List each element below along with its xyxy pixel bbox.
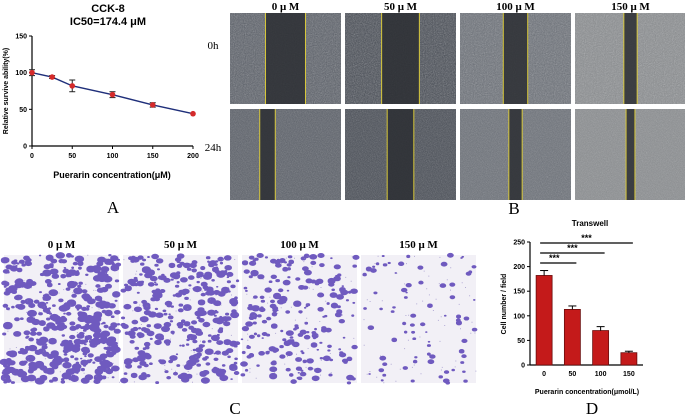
panel-b-wound-healing: 0 μ M 50 μ M 100 μ M 150 μ M 0h 24h B (205, 1, 685, 218)
y-tick-label: 150 (15, 34, 27, 41)
data-point (29, 69, 35, 76)
y-tick-label: 50 (19, 107, 27, 114)
data-point (109, 91, 116, 98)
wound-image (575, 13, 685, 104)
wound-gap (387, 109, 414, 200)
transwell-image (120, 253, 241, 385)
y-axis-label: Relative survive ability(%) (3, 48, 10, 134)
column-label: 100 μ M (496, 1, 535, 13)
wound-gap (626, 109, 635, 200)
stained-cells (240, 252, 360, 385)
bar (620, 352, 638, 366)
column-label: 100 μ M (280, 239, 319, 251)
data-point (190, 110, 196, 117)
y-tick-label: 0 (521, 363, 525, 370)
x-tick-label: 100 (107, 153, 119, 160)
x-tick-label: 50 (568, 371, 576, 378)
transwell-image (240, 252, 360, 385)
wound-image (460, 13, 571, 104)
panel-label-c: C (229, 399, 240, 417)
x-axis-label: Puerarin concentration(μM) (53, 170, 171, 180)
bar (535, 275, 553, 366)
y-tick-label: 150 (513, 289, 525, 296)
wound-image (230, 13, 341, 104)
wound-image (345, 109, 456, 200)
cell-texture (230, 109, 341, 200)
wound-image (345, 13, 456, 104)
data-point (69, 83, 76, 89)
x-tick-label: 100 (595, 371, 607, 378)
wound-image (575, 109, 685, 200)
membrane-pores (123, 255, 238, 383)
column-label: 50 μ M (384, 1, 418, 13)
y-tick-label: 100 (513, 313, 525, 320)
wound-image (460, 109, 571, 200)
wound-gap (259, 109, 276, 200)
bar (592, 330, 610, 366)
series-line (31, 71, 194, 115)
x-tick-label: 150 (623, 371, 635, 378)
data-point (49, 74, 55, 80)
significance-label: *** (567, 243, 578, 253)
wound-gap (265, 13, 306, 104)
x-tick-label: 150 (147, 153, 159, 160)
chart-title: CCK-8 (91, 3, 125, 15)
significance-label: *** (549, 253, 560, 263)
x-tick-label: 50 (68, 153, 76, 160)
column-label: 150 μ M (611, 1, 650, 13)
panel-label-d: D (586, 399, 598, 417)
membrane-pores (243, 255, 355, 379)
data-point (149, 102, 156, 108)
panel-label-b: B (508, 199, 519, 218)
panel-label-a: A (107, 198, 120, 217)
chart-subtitle: IC50=174.4 μM (70, 16, 146, 28)
chart-title: Transwell (572, 219, 608, 228)
row-label: 0h (208, 40, 220, 52)
wound-gap (503, 13, 528, 104)
column-label: 0 μ M (48, 239, 76, 251)
y-tick-label: 100 (15, 70, 27, 77)
transwell-image (0, 252, 122, 385)
stained-cells (362, 252, 478, 385)
x-axis-label: Puerarin concentration(μmol/L) (535, 389, 639, 396)
x-tick-label: 0 (30, 153, 34, 160)
column-label: 0 μ M (272, 1, 300, 13)
panel-c-transwell-images: 0 μ M 50 μ M 100 μ M 150 μ M C (0, 239, 478, 417)
significance-label: *** (581, 233, 592, 243)
y-axis-label: Cell number / field (501, 274, 508, 335)
bar (563, 309, 581, 366)
x-tick-label: 0 (542, 371, 546, 378)
wound-gap (381, 13, 420, 104)
wound-image (230, 109, 341, 200)
x-tick-label: 200 (187, 153, 199, 160)
y-tick-label: 50 (517, 338, 525, 345)
y-tick-label: 200 (513, 264, 525, 271)
row-label: 24h (205, 142, 222, 154)
y-tick-label: 0 (23, 144, 27, 151)
wound-gap (623, 13, 638, 104)
y-tick-label: 250 (513, 240, 525, 247)
stained-cells (0, 252, 122, 385)
membrane-pores (363, 255, 477, 384)
panel-a-cck8-chart: CCK-8 IC50=174.4 μM 0 50 100 150 200 0 50 100 15… (3, 3, 199, 217)
transwell-image (361, 252, 478, 385)
stained-cells (120, 253, 241, 385)
wound-gap (508, 109, 523, 200)
membrane-pores (4, 254, 120, 383)
column-label: 50 μ M (164, 239, 198, 251)
column-label: 150 μ M (399, 239, 438, 251)
